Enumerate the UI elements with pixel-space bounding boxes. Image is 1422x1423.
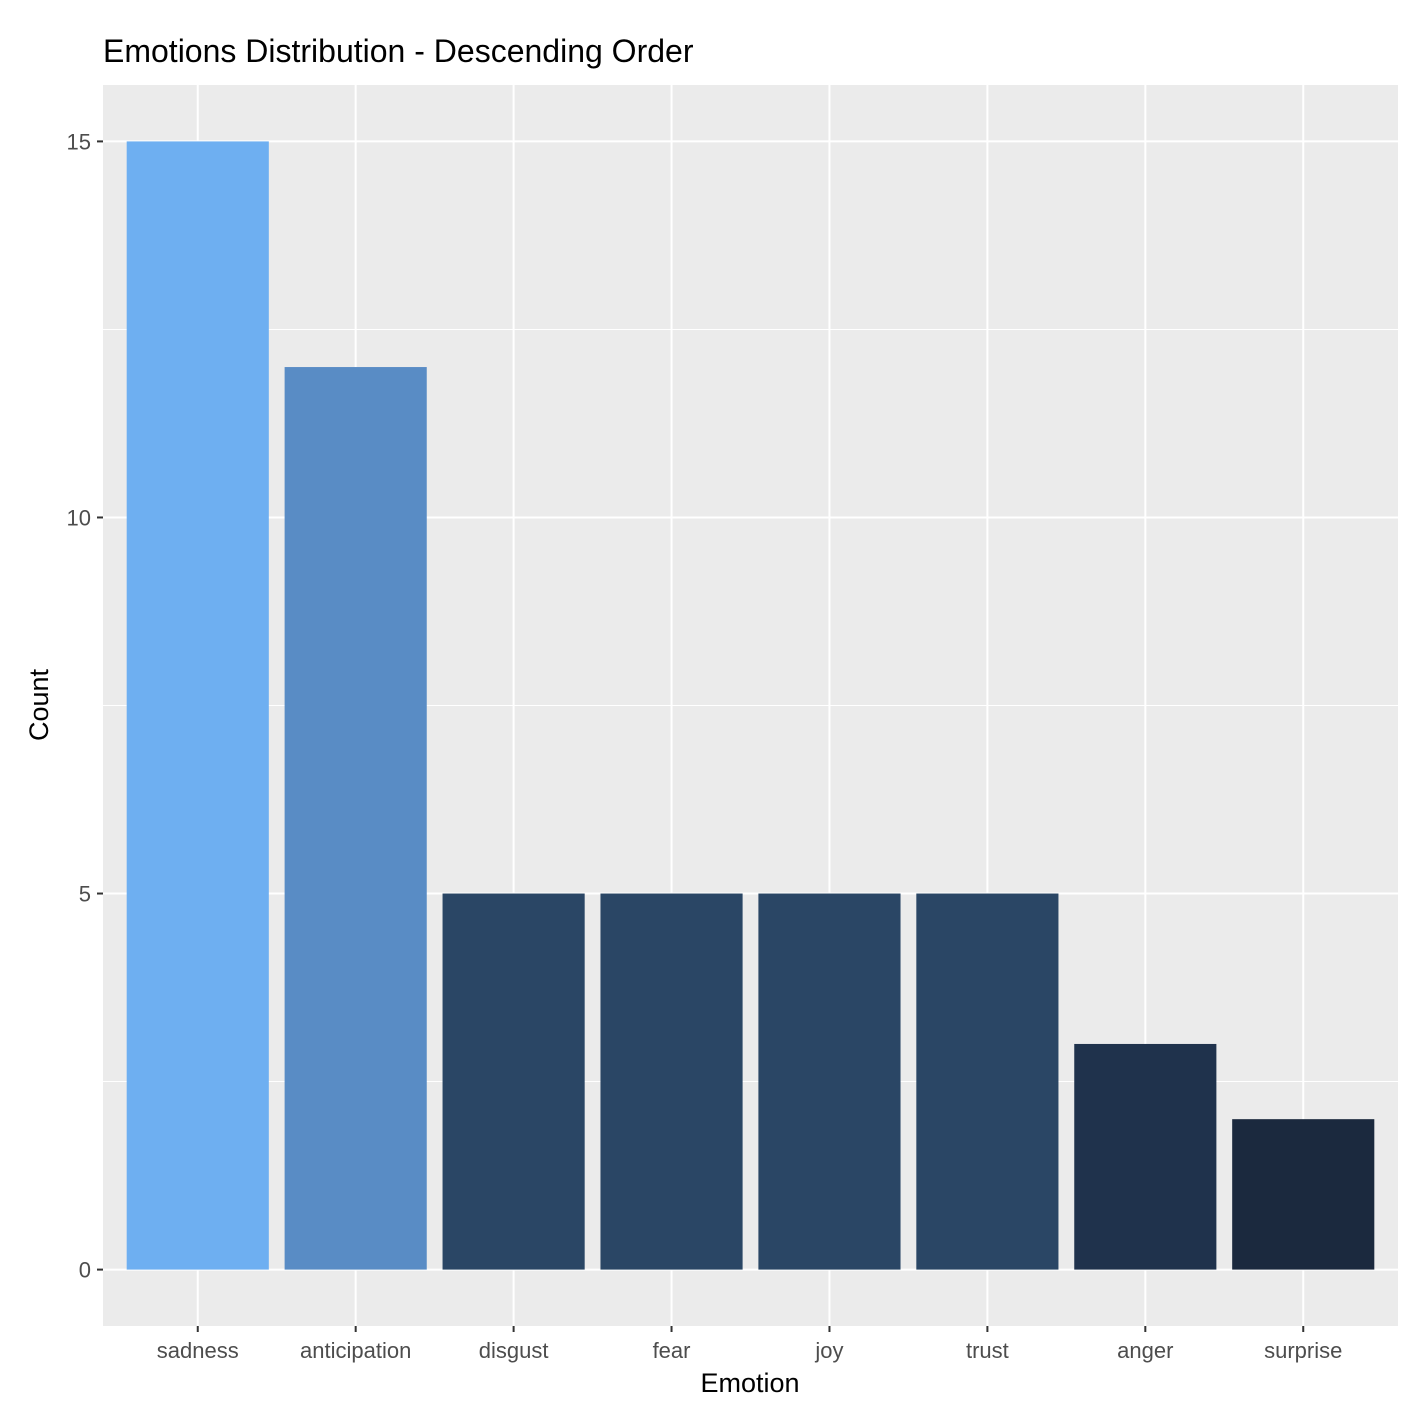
- x-tick-label: sadness: [157, 1338, 239, 1363]
- chart-title: Emotions Distribution - Descending Order: [103, 33, 694, 69]
- x-tick-label: disgust: [479, 1338, 549, 1363]
- x-tick-label: anger: [1117, 1338, 1173, 1363]
- bar-anger: [1074, 1043, 1217, 1270]
- bar-anticipation: [284, 367, 427, 1270]
- x-tick-label: anticipation: [300, 1338, 411, 1363]
- x-tick-label: fear: [653, 1338, 691, 1363]
- bar-joy: [758, 893, 901, 1270]
- bar-surprise: [1232, 1119, 1375, 1270]
- x-tick-label: trust: [966, 1338, 1009, 1363]
- bar-trust: [916, 893, 1059, 1270]
- y-tick-label: 5: [79, 882, 91, 907]
- y-axis-label: Count: [24, 668, 54, 741]
- x-tick-label: surprise: [1264, 1338, 1342, 1363]
- x-tick-label: joy: [814, 1338, 843, 1363]
- y-tick-label: 10: [67, 505, 91, 530]
- bar-disgust: [442, 893, 585, 1270]
- x-axis-label: Emotion: [700, 1368, 799, 1398]
- y-tick-label: 15: [67, 129, 91, 154]
- bar-fear: [600, 893, 743, 1270]
- y-tick-label: 0: [79, 1258, 91, 1283]
- bar-sadness: [126, 141, 269, 1270]
